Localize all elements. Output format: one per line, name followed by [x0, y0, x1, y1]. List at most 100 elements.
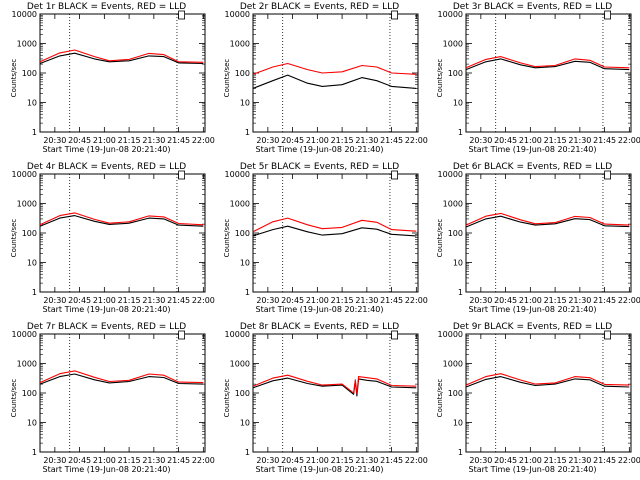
series-line-lld [252, 217, 417, 233]
plot-frame [252, 333, 419, 453]
y-tick-label: 100 [235, 229, 250, 238]
plot-frame [465, 333, 632, 453]
x-tick-label: 21:15 [544, 456, 567, 465]
series-line-lld [39, 212, 204, 226]
series-line-events [39, 52, 204, 65]
panel-title: Det 3r BLACK = Events, RED = LLD [452, 2, 613, 12]
y-tick-label: 10 [27, 419, 37, 428]
x-tick-label: 21:15 [544, 136, 567, 145]
y-tick-label: 1000 [230, 200, 250, 209]
y-tick-label: 10 [240, 259, 250, 268]
x-tick-label: 20:45 [68, 136, 91, 145]
x-tick-label: 21:30 [568, 136, 591, 145]
x-axis-label: Start Time (19-Jun-08 20:21:40) [42, 465, 171, 474]
detector-panel: Det 2r BLACK = Events, RED = LLD Start Ti… [213, 0, 428, 160]
x-tick-label: 20:30 [43, 456, 66, 465]
plot-frame [252, 173, 419, 293]
y-tick-label: 1000 [17, 360, 37, 369]
y-tick-label: 1 [32, 288, 37, 297]
marker-square [604, 330, 612, 340]
y-tick-label: 100 [448, 69, 463, 78]
panel-title: Det 4r BLACK = Events, RED = LLD [26, 162, 187, 172]
x-tick-label: 21:15 [544, 296, 567, 305]
x-tick-label: 21:15 [331, 296, 354, 305]
y-tick-label: 1 [458, 128, 463, 137]
x-tick-label: 21:45 [167, 136, 190, 145]
x-tick-label: 21:30 [355, 136, 378, 145]
x-tick-label: 22:00 [192, 136, 215, 145]
y-tick-label: 100 [22, 69, 37, 78]
panel-title: Det 6r BLACK = Events, RED = LLD [452, 162, 613, 172]
x-tick-label: 21:45 [380, 136, 403, 145]
marker-square [178, 170, 186, 180]
detector-panel: Det 3r BLACK = Events, RED = LLD Start Ti… [426, 0, 640, 160]
x-tick-label: 20:30 [469, 296, 492, 305]
y-tick-label: 1000 [443, 360, 463, 369]
x-tick-label: 20:45 [281, 456, 304, 465]
x-tick-label: 20:45 [68, 456, 91, 465]
x-tick-label: 21:45 [593, 296, 616, 305]
y-tick-label: 1000 [230, 360, 250, 369]
x-tick-label: 21:45 [380, 456, 403, 465]
x-tick-label: 21:15 [118, 136, 141, 145]
y-tick-label: 10000 [12, 10, 37, 19]
series-line-events [252, 225, 417, 237]
x-tick-label: 21:00 [519, 456, 542, 465]
plot-frame [39, 333, 206, 453]
series-line-events [39, 373, 204, 385]
marker-square [604, 10, 612, 20]
x-tick-label: 21:00 [306, 136, 329, 145]
plot-frame [465, 13, 632, 133]
x-tick-label: 21:15 [118, 456, 141, 465]
x-axis-label: Start Time (19-Jun-08 20:21:40) [255, 145, 384, 154]
x-tick-label: 22:00 [405, 456, 428, 465]
x-tick-label: 22:00 [192, 296, 215, 305]
plot-svg: 1 10 100 1000 10000 20:30 20:45 21:00 21:15 21:30… [225, 330, 428, 465]
y-tick-label: 10000 [225, 330, 250, 339]
x-tick-label: 21:00 [93, 136, 116, 145]
y-tick-label: 1 [32, 448, 37, 457]
x-tick-label: 20:45 [281, 136, 304, 145]
x-tick-label: 21:00 [519, 136, 542, 145]
plot-frame [39, 13, 206, 133]
x-tick-label: 20:30 [256, 296, 279, 305]
marker-square [178, 10, 186, 20]
x-tick-label: 21:00 [306, 456, 329, 465]
y-tick-label: 10000 [12, 330, 37, 339]
x-tick-label: 21:00 [93, 296, 116, 305]
x-tick-label: 22:00 [192, 456, 215, 465]
x-tick-label: 21:15 [118, 296, 141, 305]
plot-svg: 1 10 100 1000 10000 20:30 20:45 21:00 21:15 21:30… [225, 170, 428, 305]
y-tick-label: 10 [453, 259, 463, 268]
x-tick-label: 20:45 [494, 136, 517, 145]
x-tick-label: 21:15 [331, 456, 354, 465]
plot-svg: 1 10 100 1000 10000 20:30 20:45 21:00 21:15 21:30… [438, 170, 640, 305]
detector-panel: Det 8r BLACK = Events, RED = LLD Start Ti… [213, 320, 428, 480]
plot-svg: 1 10 100 1000 10000 20:30 20:45 21:00 21:15 21:30… [225, 10, 428, 145]
y-tick-label: 100 [448, 229, 463, 238]
x-tick-label: 20:30 [43, 136, 66, 145]
x-axis-label: Start Time (19-Jun-08 20:21:40) [42, 305, 171, 314]
x-tick-label: 21:00 [306, 296, 329, 305]
x-tick-label: 21:15 [331, 136, 354, 145]
plot-frame [39, 173, 206, 293]
series-line-lld [465, 212, 630, 226]
y-tick-label: 1000 [443, 200, 463, 209]
y-tick-label: 10000 [438, 170, 463, 179]
x-tick-label: 20:30 [256, 136, 279, 145]
y-tick-label: 10000 [12, 170, 37, 179]
detector-panel: Det 1r BLACK = Events, RED = LLD Start Ti… [0, 0, 215, 160]
x-tick-label: 20:45 [281, 296, 304, 305]
panel-title: Det 5r BLACK = Events, RED = LLD [239, 162, 400, 172]
y-tick-label: 100 [448, 389, 463, 398]
detector-panel: Det 6r BLACK = Events, RED = LLD Start Ti… [426, 160, 640, 320]
y-tick-label: 100 [22, 229, 37, 238]
x-tick-label: 21:00 [93, 456, 116, 465]
marker-square [391, 170, 399, 180]
x-tick-label: 20:45 [494, 296, 517, 305]
y-tick-label: 10 [27, 99, 37, 108]
series-line-lld [252, 62, 417, 75]
y-tick-label: 10 [453, 99, 463, 108]
y-tick-label: 1 [245, 128, 250, 137]
